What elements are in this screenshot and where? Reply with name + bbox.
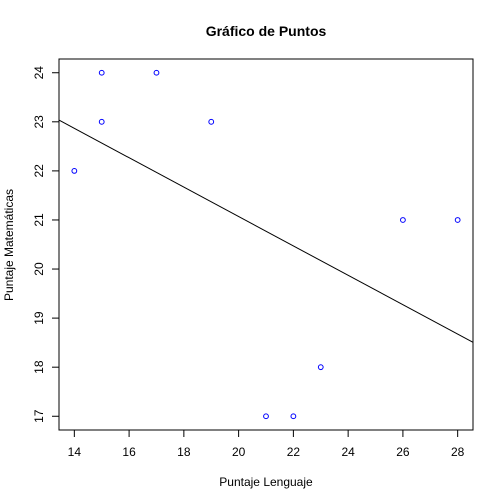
x-tick-label: 14 bbox=[68, 445, 82, 459]
y-axis: 17 18 19 20 21 22 23 24 bbox=[32, 66, 60, 423]
x-tick-label: 20 bbox=[232, 445, 246, 459]
x-axis: 14 16 18 20 22 24 26 28 bbox=[68, 429, 465, 459]
y-tick-label: 23 bbox=[32, 115, 46, 129]
y-axis-label: Puntaje Matemáticas bbox=[2, 189, 16, 301]
data-point bbox=[290, 413, 297, 420]
x-tick-label: 24 bbox=[341, 445, 355, 459]
data-point bbox=[71, 167, 78, 174]
x-tick-label: 16 bbox=[122, 445, 136, 459]
data-point bbox=[98, 118, 105, 125]
regression-line bbox=[58, 119, 474, 343]
x-tick-label: 26 bbox=[396, 445, 410, 459]
y-tick-label: 22 bbox=[32, 164, 46, 178]
y-tick-label: 21 bbox=[32, 213, 46, 227]
data-point bbox=[317, 364, 324, 371]
data-point bbox=[98, 69, 105, 76]
x-tick-label: 18 bbox=[177, 445, 191, 459]
y-tick-label: 24 bbox=[32, 66, 46, 80]
y-tick-label: 19 bbox=[32, 311, 46, 325]
data-point bbox=[400, 217, 406, 223]
y-tick-label: 18 bbox=[32, 360, 46, 374]
x-tick-label: 22 bbox=[287, 445, 301, 459]
chart-title: Gráfico de Puntos bbox=[206, 23, 327, 39]
x-axis-label: Puntaje Lenguaje bbox=[219, 475, 313, 489]
y-tick-label: 20 bbox=[32, 262, 46, 276]
x-tick-label: 28 bbox=[451, 445, 465, 459]
data-point bbox=[208, 118, 215, 125]
data-point bbox=[454, 217, 461, 223]
y-tick-label: 17 bbox=[32, 409, 46, 423]
plot-frame bbox=[58, 58, 474, 431]
plot-area bbox=[58, 69, 474, 420]
data-point bbox=[153, 69, 160, 76]
data-point bbox=[263, 413, 269, 420]
